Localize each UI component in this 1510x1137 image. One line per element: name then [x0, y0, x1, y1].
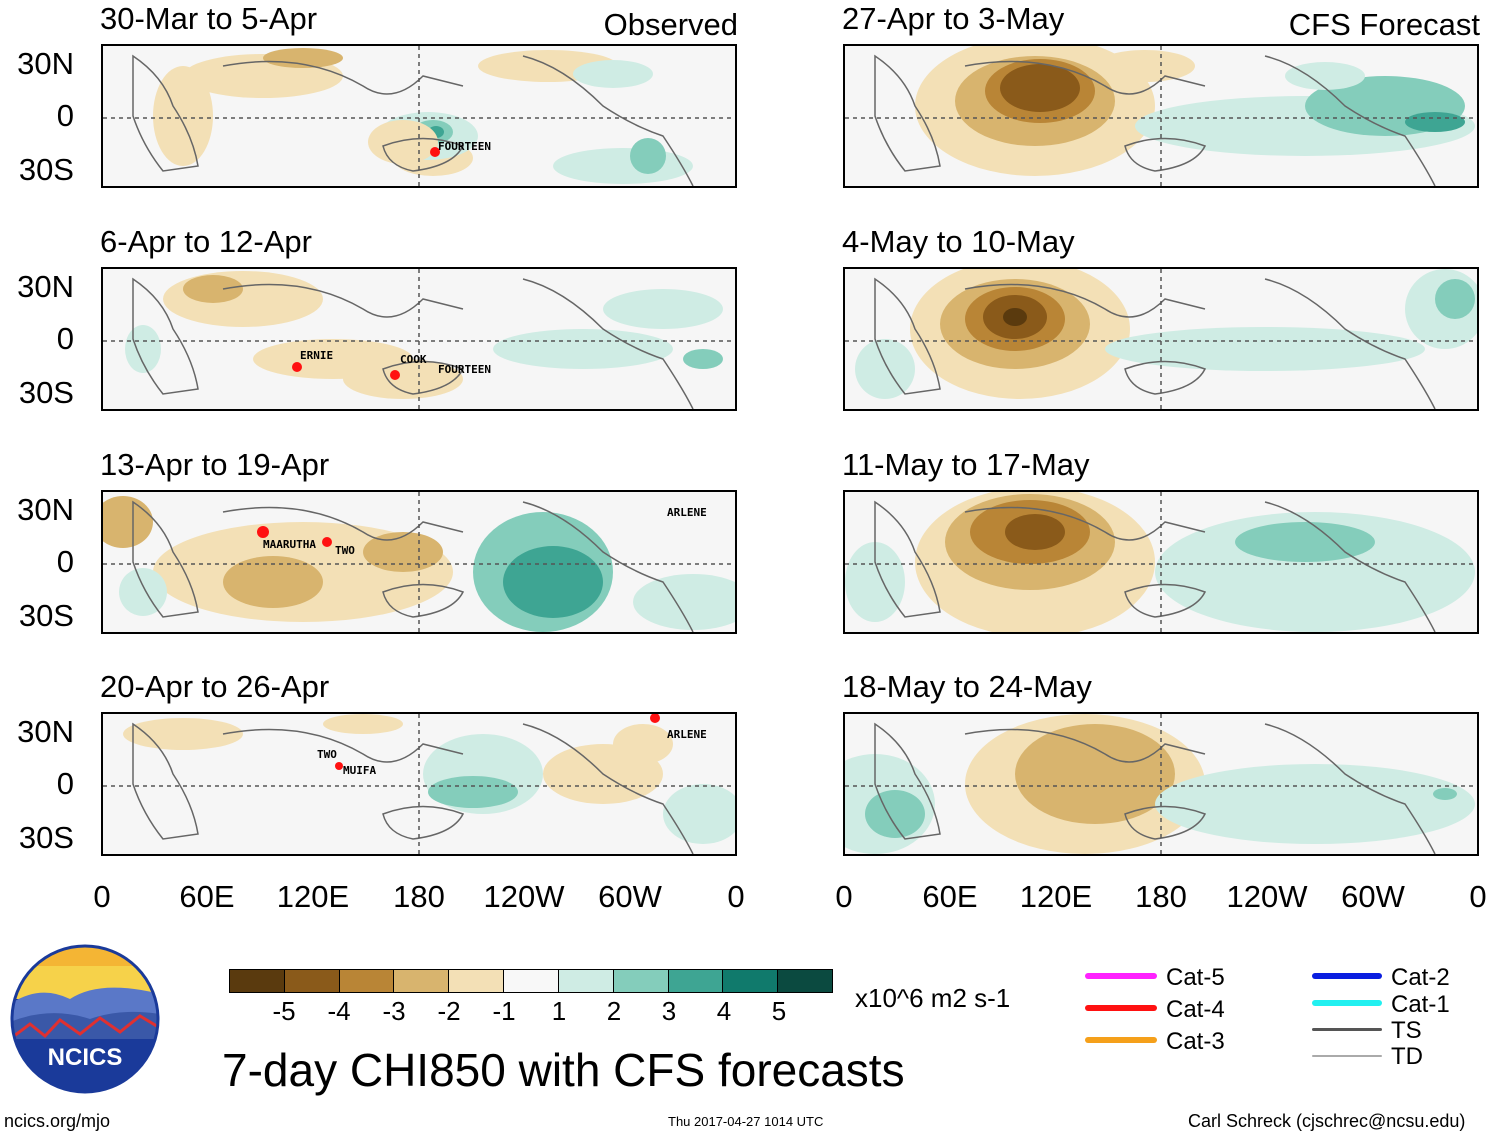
colorbar-swatch [503, 970, 558, 992]
lon-label: 120W [483, 879, 565, 914]
forecast-panel-1-title: 27-Apr to 3-May [842, 1, 1065, 36]
legend-label-cat2: Cat-2 [1391, 964, 1450, 991]
lat-label-30n: 30N [17, 492, 74, 527]
observed-panel-2-title: 6-Apr to 12-Apr [100, 224, 312, 259]
colorbar-units: x10^6 m2 s-1 [855, 983, 1011, 1013]
lat-label-30s: 30S [18, 375, 74, 410]
colorbar-label: 1 [551, 996, 567, 1026]
forecast-panel-3-title: 11-May to 17-May [842, 447, 1090, 482]
lon-label: 0 [835, 879, 853, 914]
storm-label-two: TWO [335, 544, 355, 557]
observed-map-3: MAARUTHA TWO ARLENE [101, 490, 737, 634]
footer-url[interactable]: ncics.org/mjo [4, 1111, 111, 1131]
forecast-panel-2-title: 4-May to 10-May [842, 224, 1075, 259]
legend-line-cat2 [1312, 973, 1382, 979]
lon-label: 120E [1019, 879, 1093, 914]
legend-label-cat3: Cat-3 [1166, 1028, 1225, 1055]
lat-label-30n: 30N [17, 269, 74, 304]
colorbar-label: -1 [492, 996, 516, 1026]
colorbar-label: 2 [606, 996, 622, 1026]
legend-line-ts [1312, 1028, 1382, 1031]
forecast-map-4 [843, 712, 1479, 856]
colorbar-swatch [283, 970, 339, 992]
observed-panel-4-title: 20-Apr to 26-Apr [100, 669, 330, 704]
colorbar-swatch [338, 970, 394, 992]
storm-label-maarutha: MAARUTHA [263, 538, 316, 551]
lat-label-30s: 30S [18, 152, 74, 187]
lon-label: 0 [93, 879, 111, 914]
lon-label: 120E [276, 879, 350, 914]
forecast-header: CFS Forecast [1288, 7, 1480, 42]
colorbar-swatch [667, 970, 723, 992]
lon-label: 180 [1135, 879, 1187, 914]
storm-label-cook: COOK [400, 353, 427, 366]
legend-label-cat1: Cat-1 [1391, 991, 1450, 1018]
observed-panel-3-title: 13-Apr to 19-Apr [100, 447, 330, 482]
storm-label-two: TWO [317, 748, 337, 761]
lat-label-eq: 0 [56, 766, 74, 801]
legend-label-cat5: Cat-5 [1166, 964, 1225, 991]
lon-label: 0 [727, 879, 745, 914]
colorbar-label: -2 [437, 996, 461, 1026]
lat-label-30s: 30S [18, 820, 74, 855]
lon-label: 60W [598, 879, 662, 914]
lat-label-eq: 0 [56, 544, 74, 579]
ncics-logo: NCICS [10, 944, 160, 1094]
logo-text: NCICS [47, 1044, 123, 1071]
colorbar-swatch [722, 970, 778, 992]
lon-label: 60E [922, 879, 978, 914]
storm-label-fourteen: FOURTEEN [438, 363, 491, 376]
colorbar-swatch [557, 970, 613, 992]
observed-header: Observed [603, 7, 738, 42]
forecast-map-1 [843, 44, 1479, 188]
colorbar-swatch [393, 970, 449, 992]
legend-line-cat5 [1085, 973, 1157, 979]
colorbar-swatch [777, 970, 832, 992]
storm-label-fourteen: FOURTEEN [438, 140, 491, 153]
colorbar-label: -5 [272, 996, 296, 1026]
lat-label-eq: 0 [56, 321, 74, 356]
legend-line-cat3 [1085, 1037, 1157, 1043]
lat-label-eq: 0 [56, 98, 74, 133]
lat-label-30n: 30N [17, 714, 74, 749]
colorbar-label: -3 [382, 996, 406, 1026]
storm-label-muifa: MUIFA [343, 764, 377, 777]
colorbar-swatch [230, 970, 284, 992]
colorbar-label: 5 [771, 996, 787, 1026]
legend-label-ts: TS [1391, 1017, 1422, 1044]
legend-line-cat1 [1312, 1000, 1382, 1006]
observed-panel-1-title: 30-Mar to 5-Apr [100, 1, 318, 36]
main-title: 7-day CHI850 with CFS forecasts [222, 1044, 905, 1096]
observed-map-1: FOURTEEN [101, 44, 737, 188]
storm-label-arlene: ARLENE [667, 728, 707, 741]
storm-label-arlene: ARLENE [667, 506, 707, 519]
colorbar-swatch [612, 970, 668, 992]
legend-label-td: TD [1391, 1043, 1423, 1070]
legend-line-td [1312, 1055, 1382, 1057]
forecast-panel-4-title: 18-May to 24-May [842, 669, 1092, 704]
lon-label: 60E [179, 879, 235, 914]
colorbar-swatch [448, 970, 504, 992]
lon-label: 0 [1469, 879, 1487, 914]
observed-map-4: TWO MUIFA ARLENE [101, 712, 737, 856]
footer-timestamp: Thu 2017-04-27 1014 UTC [668, 1114, 824, 1129]
colorbar-label: 3 [661, 996, 677, 1026]
lat-label-30n: 30N [17, 46, 74, 81]
lon-label: 60W [1341, 879, 1405, 914]
forecast-map-2 [843, 267, 1479, 411]
colorbar-label: 4 [716, 996, 732, 1026]
colorbar [229, 969, 833, 993]
lon-label: 180 [393, 879, 445, 914]
storm-label-ernie: ERNIE [300, 349, 334, 362]
colorbar-label: -4 [327, 996, 351, 1026]
observed-map-2: ERNIE COOK FOURTEEN [101, 267, 737, 411]
lat-label-30s: 30S [18, 598, 74, 633]
lon-label: 120W [1226, 879, 1308, 914]
legend-line-cat4 [1085, 1005, 1157, 1011]
legend-label-cat4: Cat-4 [1166, 996, 1225, 1023]
forecast-map-3 [843, 490, 1479, 634]
footer-author: Carl Schreck (cjschrec@ncsu.edu) [1188, 1111, 1466, 1131]
